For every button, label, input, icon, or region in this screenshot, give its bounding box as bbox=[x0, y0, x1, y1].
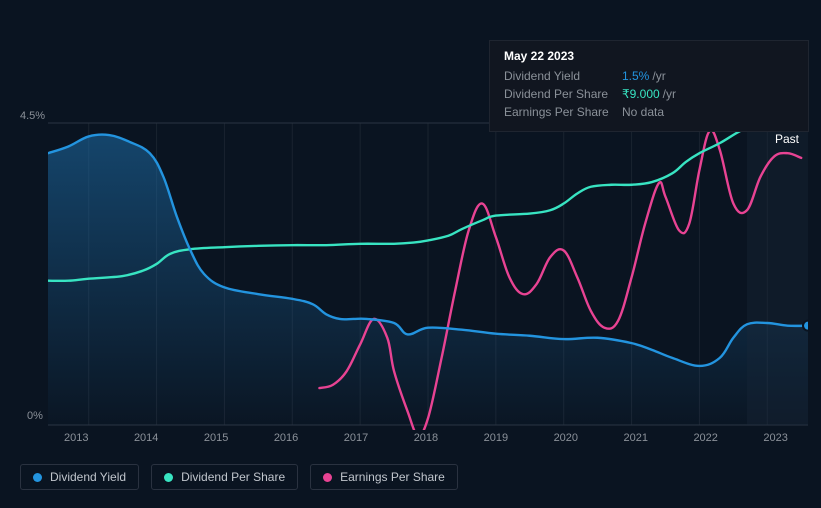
y-axis-min: 0% bbox=[27, 410, 43, 422]
legend-dot bbox=[323, 473, 332, 482]
x-tick-label: 2017 bbox=[344, 432, 368, 444]
x-tick-label: 2014 bbox=[134, 432, 158, 444]
legend-label: Earnings Per Share bbox=[340, 470, 445, 484]
tooltip-rows: Dividend Yield1.5%/yrDividend Per Share₹… bbox=[504, 67, 794, 121]
legend-label: Dividend Per Share bbox=[181, 470, 285, 484]
end-marker-dividend_yield bbox=[803, 321, 808, 331]
legend-item[interactable]: Earnings Per Share bbox=[310, 464, 458, 490]
tooltip-label: Dividend Yield bbox=[504, 67, 622, 85]
y-axis-max: 4.5% bbox=[20, 110, 45, 122]
legend-label: Dividend Yield bbox=[50, 470, 126, 484]
x-tick-label: 2013 bbox=[64, 432, 88, 444]
tooltip-row: Dividend Per Share₹9.000/yr bbox=[504, 85, 794, 103]
x-tick-label: 2022 bbox=[693, 432, 717, 444]
x-axis-labels: 2013 2014 2015 2016 2017 2018 2019 2020 2021 2022… bbox=[48, 432, 808, 444]
tooltip-row: Earnings Per ShareNo data bbox=[504, 103, 794, 121]
tooltip-unit: /yr bbox=[663, 85, 676, 103]
tooltip-value-text: No data bbox=[622, 103, 664, 121]
past-band bbox=[747, 123, 808, 425]
x-tick-label: 2018 bbox=[414, 432, 438, 444]
legend-item[interactable]: Dividend Yield bbox=[20, 464, 139, 490]
x-tick-label: 2021 bbox=[624, 432, 648, 444]
legend-dot bbox=[164, 473, 173, 482]
tooltip-panel: May 22 2023 Dividend Yield1.5%/yrDividen… bbox=[489, 40, 809, 132]
tooltip-value-text: 1.5% bbox=[622, 67, 649, 85]
tooltip-unit: /yr bbox=[652, 67, 665, 85]
legend-item[interactable]: Dividend Per Share bbox=[151, 464, 298, 490]
x-tick-label: 2019 bbox=[484, 432, 508, 444]
x-tick-label: 2015 bbox=[204, 432, 228, 444]
tooltip-row: Dividend Yield1.5%/yr bbox=[504, 67, 794, 85]
tooltip-label: Earnings Per Share bbox=[504, 103, 622, 121]
tooltip-value: ₹9.000/yr bbox=[622, 85, 676, 103]
tooltip-label: Dividend Per Share bbox=[504, 85, 622, 103]
x-tick-label: 2023 bbox=[763, 432, 787, 444]
x-tick-label: 2020 bbox=[554, 432, 578, 444]
past-label: Past bbox=[775, 132, 799, 146]
legend-dot bbox=[33, 473, 42, 482]
x-tick-label: 2016 bbox=[274, 432, 298, 444]
tooltip-value: 1.5%/yr bbox=[622, 67, 666, 85]
tooltip-date: May 22 2023 bbox=[504, 49, 794, 67]
legend: Dividend Yield Dividend Per Share Earnings… bbox=[20, 464, 458, 490]
tooltip-value: No data bbox=[622, 103, 664, 121]
tooltip-value-text: ₹9.000 bbox=[622, 85, 660, 103]
